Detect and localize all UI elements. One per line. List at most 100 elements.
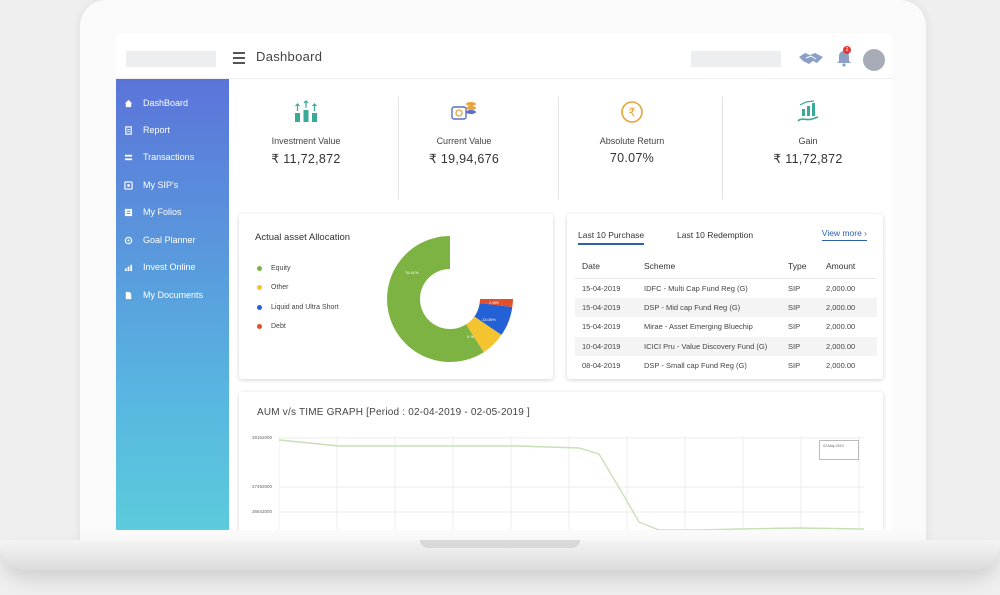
gain-icon: [797, 100, 819, 122]
cell-type: SIP: [788, 322, 801, 332]
legend-label: Debt: [271, 323, 286, 330]
username-placeholder: [691, 51, 781, 67]
divider: [558, 97, 559, 199]
legend-item: Equity: [257, 265, 290, 272]
cell-amount: 2,000.00: [826, 283, 856, 293]
cell-amount: 2,000.00: [826, 322, 856, 332]
stat-value: ₹ 11,72,872: [271, 152, 341, 166]
transactions-table: Date Scheme Type Amount 15-04-2019 IDFC …: [575, 254, 877, 376]
logo-placeholder: [126, 51, 216, 67]
transactions-card: Last 10 Purchase Last 10 Redemption View…: [567, 214, 883, 379]
divider: [398, 97, 399, 199]
legend-dot: [257, 324, 262, 329]
cell-type: SIP: [788, 361, 801, 371]
sidebar-item-report[interactable]: Report: [116, 120, 229, 140]
cell-type: SIP: [788, 283, 801, 293]
top-bar: Dashboard 2: [116, 33, 892, 79]
legend-label: Equity: [271, 265, 291, 272]
report-icon: [125, 125, 132, 135]
sidebar-item-my-documents[interactable]: My Documents: [116, 285, 229, 305]
aum-graph-card: AUM v/s TIME GRAPH [Period : 02-04-2019 …: [239, 392, 883, 530]
column-header-date: Date: [575, 254, 637, 279]
y-tick-label: 28162000: [252, 435, 273, 440]
sidebar-item-goal-planner[interactable]: Goal Planner: [116, 230, 229, 250]
tab-last-10-redemption[interactable]: Last 10 Redemption: [677, 230, 754, 240]
sidebar-item-label: Report: [143, 125, 171, 135]
sidebar-item-my-folios[interactable]: My Folios: [116, 202, 229, 222]
stat-label: Investment Value: [271, 136, 341, 146]
table-row[interactable]: 08-04-2019 DSP - Small cap Fund Reg (G) …: [575, 356, 877, 376]
cell-scheme: Mirae - Asset Emerging Bluechip: [644, 322, 753, 332]
view-more-link[interactable]: View more ›: [821, 228, 867, 241]
cell-type: SIP: [781, 336, 819, 356]
goal-icon: [124, 236, 133, 244]
cell-date: 15-04-2019: [582, 322, 621, 332]
investment-icon: [295, 100, 317, 122]
table-header-row: Date Scheme Type Amount: [575, 254, 877, 279]
sidebar-item-invest-online[interactable]: Invest Online: [116, 257, 229, 277]
aum-series-line[interactable]: [279, 439, 865, 530]
laptop-notch: [420, 540, 580, 548]
column-header-type: Type: [781, 254, 819, 279]
column-header-amount: Amount: [819, 254, 877, 279]
allocation-donut-chart: 76.41% 9.% 13.06% 2.45%: [387, 236, 513, 362]
tab-last-10-purchase[interactable]: Last 10 Purchase: [578, 230, 645, 245]
grid-lines: [279, 436, 864, 530]
stat-label: Gain: [798, 136, 818, 146]
page-title: Dashboard: [256, 49, 323, 64]
stat-investment-value: Investment Value ₹ 11,72,872: [226, 99, 386, 166]
coins-icon: [451, 102, 476, 120]
allocation-title: Actual asset Allocation: [255, 232, 351, 243]
sidebar-item-label: My SIP's: [143, 180, 179, 190]
sidebar-item-transactions[interactable]: Transactions: [116, 147, 229, 167]
cell-amount: 2,000.00: [819, 336, 877, 356]
avatar[interactable]: [863, 49, 885, 71]
slice-label-other: 9.%: [467, 334, 474, 339]
menu-icon[interactable]: [233, 52, 245, 64]
sidebar-item-label: DashBoard: [143, 98, 189, 108]
sidebar-item-my-sips[interactable]: My SIP's: [116, 175, 229, 195]
legend-item: Liquid and Ultra Short: [257, 304, 339, 311]
table-row[interactable]: 15-04-2019 DSP - Mid cap Fund Reg (G) SI…: [575, 297, 877, 317]
handshake-icon[interactable]: [797, 49, 825, 67]
bell-icon[interactable]: [836, 49, 852, 67]
sidebar: DashBoard Report Transactions My SIP's M…: [116, 79, 229, 530]
invest-icon: [124, 264, 133, 271]
sidebar-item-label: Goal Planner: [143, 235, 196, 245]
sidebar-item-label: My Documents: [143, 290, 204, 300]
y-tick-label: 26842000: [252, 509, 273, 514]
app-screen: Dashboard 2 DashBoard Report Transaction…: [116, 33, 892, 530]
table-row[interactable]: 15-04-2019 Mirae - Asset Emerging Bluech…: [575, 317, 877, 337]
stat-absolute-return: ₹ Absolute Return 70.07%: [552, 99, 712, 165]
donut-slice-liquid[interactable]: [474, 303, 513, 335]
cell-date: 08-04-2019: [582, 361, 621, 371]
stat-value: 70.07%: [609, 151, 655, 165]
donut-slice-other[interactable]: [466, 316, 502, 353]
sip-icon: [124, 180, 133, 190]
donut-slice-equity[interactable]: [387, 236, 484, 362]
aum-graph-title: AUM v/s TIME GRAPH [Period : 02-04-2019 …: [257, 407, 530, 418]
stat-gain: Gain ₹ 11,72,872: [728, 99, 888, 166]
stat-value: ₹ 11,72,872: [773, 152, 843, 166]
rupee-icon: ₹: [621, 101, 643, 123]
table-row[interactable]: 15-04-2019 IDFC - Multi Cap Fund Reg (G)…: [575, 278, 877, 298]
cell-amount: 2,000.00: [819, 297, 877, 317]
donut-slice-debt[interactable]: [479, 299, 513, 307]
cell-scheme: DSP - Small cap Fund Reg (G): [644, 361, 747, 371]
slice-label-debt: 2.45%: [489, 301, 499, 305]
sidebar-item-label: Invest Online: [143, 262, 196, 272]
cell-scheme: DSP - Mid cap Fund Reg (G): [637, 297, 781, 317]
legend-dot: [257, 285, 262, 290]
legend-label: Liquid and Ultra Short: [271, 304, 339, 311]
aum-line-chart: [279, 436, 865, 530]
asset-allocation-card: Actual asset Allocation Equity Other Liq…: [239, 214, 553, 379]
cell-date: 10-04-2019: [575, 336, 637, 356]
sidebar-item-dashboard[interactable]: DashBoard: [116, 93, 229, 113]
stat-label: Absolute Return: [599, 136, 665, 146]
table-row[interactable]: 10-04-2019 ICICI Pru - Value Discovery F…: [575, 336, 877, 356]
slice-label-liquid: 13.06%: [482, 317, 496, 322]
cell-date: 15-04-2019: [575, 297, 637, 317]
folios-icon: [124, 208, 133, 216]
legend-item: Other: [257, 284, 289, 291]
cell-type: SIP: [781, 297, 819, 317]
